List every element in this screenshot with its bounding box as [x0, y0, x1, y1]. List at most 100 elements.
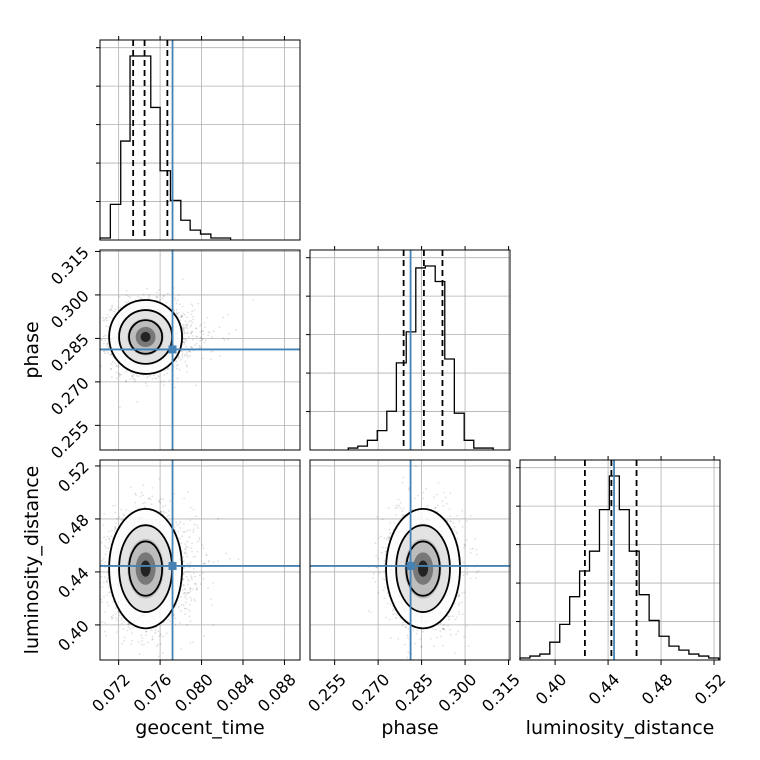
sample-point — [102, 335, 105, 338]
sample-point — [225, 552, 228, 555]
sample-point — [188, 350, 190, 353]
sample-point — [213, 561, 215, 564]
sample-point — [179, 622, 182, 624]
sample-point — [111, 360, 114, 363]
sample-point — [111, 304, 114, 307]
sample-point — [108, 540, 111, 543]
sample-point — [159, 501, 162, 504]
sample-point — [189, 506, 192, 509]
sample-point — [145, 634, 147, 637]
sample-point — [116, 364, 118, 367]
sample-point — [100, 338, 103, 341]
sample-point — [96, 574, 98, 576]
sample-point — [151, 487, 154, 489]
sample-point — [227, 338, 229, 341]
sample-point — [181, 315, 184, 318]
histogram-bar — [190, 230, 200, 240]
sample-point — [187, 311, 189, 314]
sample-point — [184, 591, 187, 594]
sample-point — [141, 639, 144, 642]
sample-point — [202, 562, 205, 565]
sample-point — [179, 319, 182, 322]
sample-point — [126, 629, 128, 632]
sample-point — [138, 653, 141, 656]
sample-point — [183, 354, 186, 357]
sample-point — [104, 339, 107, 341]
sample-point — [159, 498, 162, 500]
sample-point — [204, 562, 207, 565]
sample-point — [195, 524, 198, 527]
sample-point — [186, 540, 189, 543]
sample-point — [140, 491, 143, 494]
sample-point — [185, 364, 188, 367]
sample-point — [158, 635, 161, 638]
sample-point — [183, 330, 186, 333]
sample-point — [106, 349, 108, 352]
sample-point — [179, 521, 182, 523]
sample-point — [228, 557, 231, 560]
sample-point — [186, 316, 189, 319]
sample-point — [207, 587, 209, 590]
sample-point — [189, 586, 192, 589]
sample-point — [108, 538, 111, 541]
sample-point — [102, 319, 105, 322]
sample-point — [148, 497, 151, 500]
sample-point — [175, 359, 177, 362]
sample-point — [129, 296, 132, 299]
sample-point — [209, 598, 212, 601]
sample-point — [159, 643, 162, 645]
sample-point — [185, 597, 188, 600]
sample-point — [147, 641, 149, 644]
sample-point — [160, 511, 163, 514]
sample-point — [183, 552, 186, 555]
sample-point — [196, 587, 199, 589]
sample-point — [222, 337, 225, 340]
sample-point — [192, 318, 194, 321]
sample-point — [143, 643, 145, 646]
sample-point — [105, 634, 108, 637]
sample-point — [149, 375, 152, 377]
sample-point — [199, 325, 201, 328]
sample-point — [166, 515, 169, 518]
sample-point — [157, 374, 160, 377]
sample-point — [177, 311, 180, 314]
sample-point — [179, 526, 182, 529]
sample-point — [186, 331, 189, 334]
sample-point — [122, 513, 125, 516]
sample-point — [183, 587, 186, 590]
sample-point — [159, 511, 162, 513]
sample-point — [101, 339, 103, 342]
sample-point — [116, 619, 119, 621]
histogram-bar — [659, 636, 669, 660]
sample-point — [180, 316, 183, 318]
sample-point — [193, 523, 196, 526]
sample-point — [190, 319, 192, 322]
sample-point — [100, 563, 103, 565]
sample-point — [181, 350, 183, 353]
sample-point — [173, 492, 176, 495]
sample-point — [190, 332, 192, 335]
sample-point — [177, 316, 180, 319]
sample-point — [167, 618, 170, 621]
sample-point — [158, 499, 160, 502]
sample-point — [177, 530, 180, 533]
sample-point — [108, 316, 111, 318]
sample-point — [176, 313, 179, 315]
histogram-step — [99, 55, 232, 240]
sample-point — [212, 350, 215, 353]
histogram-bar — [629, 551, 639, 660]
sample-point — [207, 334, 210, 337]
sample-point — [180, 542, 183, 545]
sample-point — [183, 341, 185, 344]
sample-point — [182, 327, 185, 330]
sample-point — [180, 314, 183, 317]
sample-point — [120, 617, 123, 620]
sample-point — [157, 630, 160, 633]
sample-point — [187, 356, 190, 359]
sample-point — [176, 377, 179, 380]
sample-point — [110, 615, 113, 618]
sample-point — [145, 376, 148, 379]
sample-point — [190, 324, 193, 327]
panel-frame — [99, 39, 301, 241]
sample-point — [180, 358, 182, 361]
